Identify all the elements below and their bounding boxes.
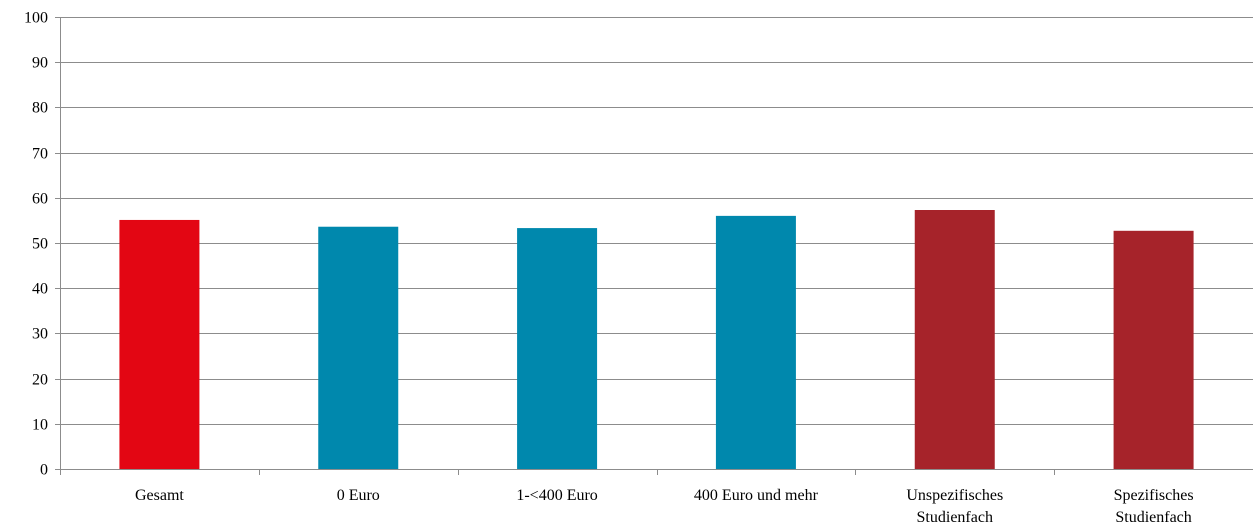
x-category-label: 400 Euro und mehr (694, 487, 819, 504)
axes (55, 17, 1253, 475)
y-tick-label: 20 (32, 372, 48, 389)
x-category-label: Gesamt (135, 487, 184, 504)
y-tick-label: 30 (32, 326, 48, 343)
bar-4 (914, 210, 995, 469)
x-category-label: Unspezifisches (906, 487, 1003, 504)
y-tick-label: 60 (32, 191, 48, 208)
bar-2 (517, 228, 598, 469)
y-tick-label: 50 (32, 236, 48, 253)
x-category-label: 0 Euro (337, 487, 380, 504)
x-category-label: 1-<400 Euro (516, 487, 597, 504)
y-axis-tick-labels: 0 10 20 30 40 50 60 70 80 90 100 (24, 10, 48, 479)
bar-1 (318, 226, 399, 469)
x-category-label: Studienfach (1115, 509, 1191, 526)
y-tick-label: 10 (32, 417, 48, 434)
y-tick-label: 80 (32, 100, 48, 117)
bar-3 (715, 215, 796, 469)
x-category-label: Spezifisches (1114, 487, 1194, 504)
y-tick-label: 40 (32, 281, 48, 298)
y-tick-label: 70 (32, 146, 48, 163)
y-tick-label: 90 (32, 55, 48, 72)
bars (119, 210, 1194, 469)
bar-5 (1113, 230, 1194, 469)
gridlines (60, 17, 1253, 425)
y-tick-label: 100 (24, 10, 48, 27)
y-tick-label: 0 (40, 462, 48, 479)
x-category-label: Studienfach (917, 509, 993, 526)
x-axis-category-labels: Gesamt 0 Euro 1-<400 Euro 400 Euro und mehr… (135, 487, 1194, 526)
bar-0 (119, 219, 200, 469)
